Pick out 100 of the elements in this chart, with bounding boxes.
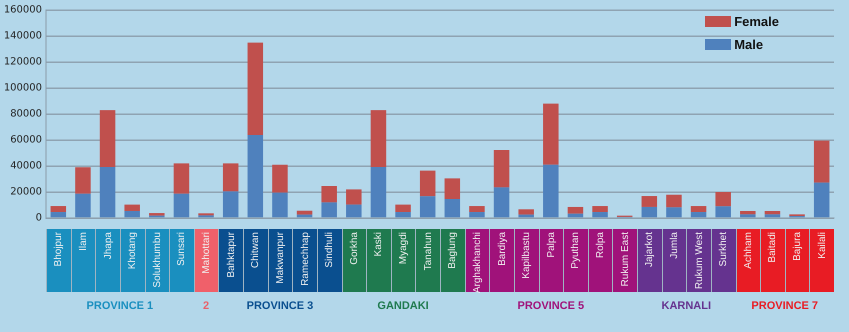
bar xyxy=(740,214,756,218)
text: GANDAKI xyxy=(376,300,430,312)
x-tick-label: Tanahun xyxy=(422,232,434,270)
bar xyxy=(100,110,116,168)
bar xyxy=(690,212,706,218)
x-tick-label: Rukum East xyxy=(620,232,631,286)
x-tick-label: Kailali xyxy=(816,232,828,259)
bar xyxy=(568,214,584,218)
y-tick-label: 60000 xyxy=(10,134,42,146)
x-tick-label: Kapilbastu xyxy=(521,232,532,279)
y-tick-label: 120000 xyxy=(4,56,42,68)
bar xyxy=(248,135,264,218)
x-tick-label: Solukhumbu xyxy=(152,232,163,288)
x-tick-label: Chitwan xyxy=(250,232,262,268)
text: PROVINCE 3 xyxy=(246,300,314,312)
bar xyxy=(543,164,559,218)
x-tick-label: Jumla xyxy=(668,232,680,259)
bar xyxy=(814,140,830,183)
bar xyxy=(174,163,190,194)
x-tick-label: Jajarkot xyxy=(644,232,656,268)
y-tick-label: 0 xyxy=(36,212,42,224)
legend-label: Male xyxy=(734,37,764,52)
bar xyxy=(395,212,411,218)
bar xyxy=(296,210,312,215)
bar xyxy=(764,210,780,214)
bar xyxy=(494,187,510,218)
x-tick-label: Myagdi xyxy=(398,232,410,264)
bar xyxy=(346,204,362,218)
bar xyxy=(764,214,780,218)
bar xyxy=(666,194,682,208)
y-tick-label: 80000 xyxy=(10,108,42,120)
bar xyxy=(395,204,411,212)
bar xyxy=(420,170,436,196)
bar xyxy=(321,186,337,202)
text: PROVINCE 1 xyxy=(86,300,154,312)
bar xyxy=(420,196,436,218)
bar xyxy=(124,204,140,211)
text: PROVINCE 5 xyxy=(516,300,586,312)
bar xyxy=(50,212,66,218)
text: KARNALI xyxy=(660,300,712,312)
bar xyxy=(248,42,264,136)
bar xyxy=(100,167,116,218)
y-tick-label: 40000 xyxy=(10,160,42,172)
x-tick-label: Rukum West xyxy=(694,232,705,290)
y-tick-label: 140000 xyxy=(4,30,42,42)
x-tick-label: Makwanpur xyxy=(274,232,286,284)
bar xyxy=(814,182,830,218)
bar xyxy=(592,212,608,218)
x-tick-label: Rolpa xyxy=(595,232,606,258)
y-tick-label: 160000 xyxy=(4,4,42,16)
text: 2 xyxy=(202,300,210,312)
bar xyxy=(740,210,756,214)
bar xyxy=(272,192,288,218)
x-tick-label: Baglung xyxy=(447,232,458,269)
bar xyxy=(494,150,510,188)
y-tick-label: 100000 xyxy=(4,82,42,94)
bar xyxy=(518,214,534,218)
x-tick-label: Kaski xyxy=(373,232,384,256)
x-tick-label: Achham xyxy=(742,232,754,269)
bar xyxy=(690,206,706,212)
bar xyxy=(174,194,190,218)
bar xyxy=(75,194,91,218)
bar xyxy=(296,214,312,218)
x-tick-label: Ramechhap xyxy=(300,232,311,286)
bar xyxy=(642,196,658,207)
x-tick-label: Mahottari xyxy=(201,232,212,274)
bar xyxy=(444,199,460,218)
bar xyxy=(124,210,140,218)
bar xyxy=(222,163,238,192)
bar xyxy=(543,104,559,165)
x-tick-label: Sunsari xyxy=(176,232,188,266)
bar xyxy=(642,206,658,218)
bar xyxy=(75,167,91,194)
x-tick-label: Bardiya xyxy=(496,232,508,266)
bar xyxy=(444,178,460,200)
bar xyxy=(346,189,362,205)
bar xyxy=(469,212,485,218)
x-tick-label: Bhojpur xyxy=(53,232,64,266)
bar xyxy=(715,206,731,218)
x-tick-label: Bahktapur xyxy=(226,232,237,278)
y-tick-label: 20000 xyxy=(10,186,42,198)
bar xyxy=(518,209,534,215)
x-tick-label: Baitadi xyxy=(767,232,778,263)
bar xyxy=(50,206,66,212)
bar xyxy=(592,206,608,212)
bar xyxy=(666,207,682,218)
x-tick-label: Gorkha xyxy=(348,232,360,265)
x-tick-label: Arghakhanchi xyxy=(472,232,483,294)
bar xyxy=(370,110,386,168)
x-tick-label: Jhapa xyxy=(102,232,114,260)
x-tick-label: Bajura xyxy=(792,232,804,261)
bar xyxy=(568,206,584,214)
x-tick-label: Pyuthan xyxy=(570,232,582,269)
bar xyxy=(272,164,288,193)
x-tick-label: Ilam xyxy=(78,232,89,251)
text: PROVINCE 7 xyxy=(750,300,820,312)
x-tick-label: Palpa xyxy=(546,232,557,258)
x-tick-label: Surkhet xyxy=(718,232,730,266)
x-tick-label: Sindhuli xyxy=(324,232,336,268)
bar xyxy=(715,192,731,206)
